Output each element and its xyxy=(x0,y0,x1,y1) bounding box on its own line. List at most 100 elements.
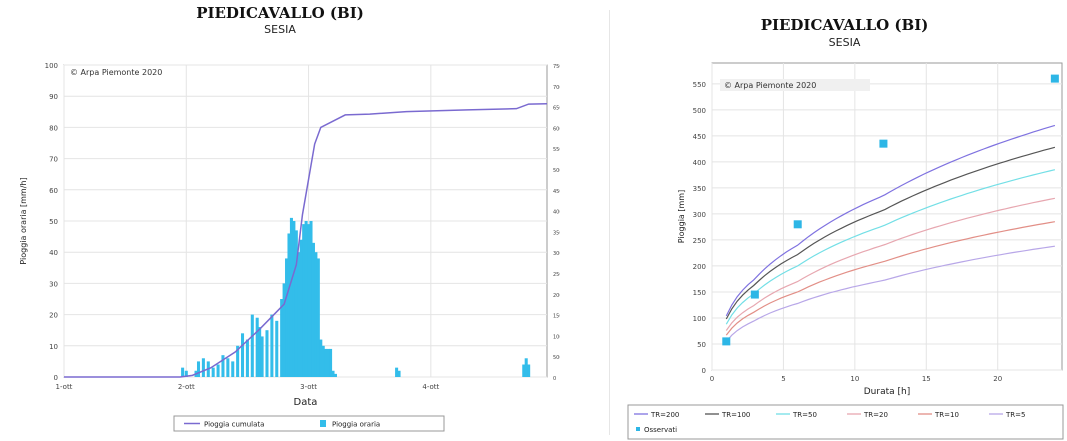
cumulative-rain-line xyxy=(64,102,548,378)
x-tick-label: 15 xyxy=(922,375,931,383)
hourly-rain-bar xyxy=(241,333,245,377)
y-axis-label: Pioggia oraria [mm/h] xyxy=(19,177,28,264)
y-tick-label: 50 xyxy=(49,218,58,226)
y2-tick-label: 1000 xyxy=(553,334,560,340)
observed-point xyxy=(1050,74,1059,83)
observed-point xyxy=(793,220,802,229)
hourly-rain-bar xyxy=(221,355,225,377)
x-tick-label: 1-ott xyxy=(56,383,73,391)
legend-label: TR=20 xyxy=(863,411,888,419)
x-tick-label: 4-ott xyxy=(422,383,439,391)
y2-tick-label: 3000 xyxy=(553,251,560,257)
hourly-rain-bar xyxy=(319,339,323,377)
y-axis-label: Pioggia [mm] xyxy=(677,190,686,243)
hourly-rain-bar xyxy=(211,367,215,377)
ddf-curve-tr-5 xyxy=(725,245,1055,342)
hourly-rain-bar xyxy=(216,364,220,377)
y2-tick-label: 1500 xyxy=(553,314,560,320)
y2-tick-label: 2000 xyxy=(553,293,560,299)
hourly-rain-bar xyxy=(299,239,303,377)
legend-swatch-bar xyxy=(320,420,326,427)
y-tick-label: 0 xyxy=(54,374,58,382)
chart-title: PIEDICAVALLO (BI) xyxy=(760,16,929,34)
plot-area xyxy=(711,62,1063,371)
y2-tick-label: 7000 xyxy=(553,85,560,91)
y-tick-label: 50 xyxy=(697,341,706,349)
x-tick-label: 10 xyxy=(850,375,859,383)
y-tick-label: 10 xyxy=(49,343,58,351)
y-tick-label: 100 xyxy=(693,315,706,323)
legend-label: TR=10 xyxy=(934,411,959,419)
ddf-curve-tr-200 xyxy=(725,124,1056,317)
hourly-rain-bar xyxy=(309,221,313,377)
y-tick-label: 450 xyxy=(693,133,706,141)
y-tick-label: 500 xyxy=(693,107,706,115)
y-tick-label: 30 xyxy=(49,280,58,288)
y-tick-label: 350 xyxy=(693,185,706,193)
hourly-rain-bar xyxy=(292,221,296,377)
hourly-rain-bar xyxy=(250,314,254,377)
hourly-rain-bar xyxy=(316,258,320,377)
hourly-rain-bar xyxy=(324,348,328,377)
panel-divider xyxy=(609,10,610,435)
y2-tick-label: 4000 xyxy=(553,210,560,216)
x-tick-label: 2-ott xyxy=(178,383,195,391)
legend-swatch-point xyxy=(636,427,640,431)
legend-label: Osservati xyxy=(644,426,677,434)
hourly-rain-bar xyxy=(275,320,279,377)
x-tick-label: 20 xyxy=(993,375,1002,383)
hourly-rain-bar xyxy=(265,330,269,377)
hourly-rain-bar xyxy=(527,364,531,377)
y-tick-label: 20 xyxy=(49,312,58,320)
y-tick-label: 60 xyxy=(49,187,58,195)
hourly-rain-bar xyxy=(302,224,306,377)
y2-tick-label: 2500 xyxy=(553,272,560,278)
y-tick-label: 200 xyxy=(693,263,706,271)
hourly-rain-bar xyxy=(329,348,333,377)
observed-point xyxy=(750,290,759,299)
x-tick-label: 5 xyxy=(781,375,785,383)
hourly-rain-bar xyxy=(231,361,235,377)
hourly-rain-bar xyxy=(184,370,188,377)
legend-label: TR=100 xyxy=(721,411,750,419)
hourly-rain-bar xyxy=(307,224,311,377)
ddf-curve-tr-100 xyxy=(725,146,1056,320)
y-tick-label: 150 xyxy=(693,289,706,297)
y-tick-label: 550 xyxy=(693,81,706,89)
legend-label: Pioggia cumulata xyxy=(204,421,264,429)
hourly-rain-bar xyxy=(321,345,325,377)
y-tick-label: 400 xyxy=(693,159,706,167)
watermark-text: © Arpa Piemonte 2020 xyxy=(724,81,816,90)
chart-subtitle: SESIA xyxy=(828,36,861,49)
hourly-rain-bar xyxy=(395,367,399,377)
y-tick-label: 0 xyxy=(702,367,706,375)
x-axis-label: Data xyxy=(294,397,318,408)
hourly-rain-bar xyxy=(326,348,330,377)
ddf-curve-tr-10 xyxy=(725,221,1055,336)
hourly-rain-bar xyxy=(245,339,249,377)
ddf-panel: PIEDICAVALLO (BI) SESIA 0 50 100 150 200 250 3… xyxy=(622,0,1067,441)
hourly-rain-bar xyxy=(331,370,335,377)
chart-title: PIEDICAVALLO (BI) xyxy=(196,4,364,22)
observed-point xyxy=(722,337,731,346)
legend-box xyxy=(173,415,445,432)
hourly-rain-bar xyxy=(201,358,205,377)
legend-box xyxy=(627,404,1064,440)
hourly-rain-bar xyxy=(397,370,401,377)
hyetograph-chart: 0 10 20 30 40 50 60 70 80 90 100 1-ott 2-ott 3-ott 4-o… xyxy=(19,62,560,432)
legend-label: TR=50 xyxy=(792,411,817,419)
hourly-rain-bar xyxy=(294,230,298,377)
legend-label: Pioggia oraria xyxy=(332,421,380,429)
x-tick-label: 0 xyxy=(710,375,714,383)
y-tick-label: 80 xyxy=(49,124,58,132)
hourly-rain-bar xyxy=(196,361,201,377)
hourly-rain-bar xyxy=(524,358,528,377)
hourly-rain-bar xyxy=(287,233,291,377)
ddf-curve-tr-20 xyxy=(725,197,1056,331)
hourly-rain-bar xyxy=(226,358,230,377)
hourly-rain-bar xyxy=(280,299,284,377)
hourly-rain-bar xyxy=(282,283,286,377)
hourly-rain-bar xyxy=(260,336,264,377)
hourly-rain-bar xyxy=(333,373,337,377)
watermark-bg xyxy=(720,79,870,91)
